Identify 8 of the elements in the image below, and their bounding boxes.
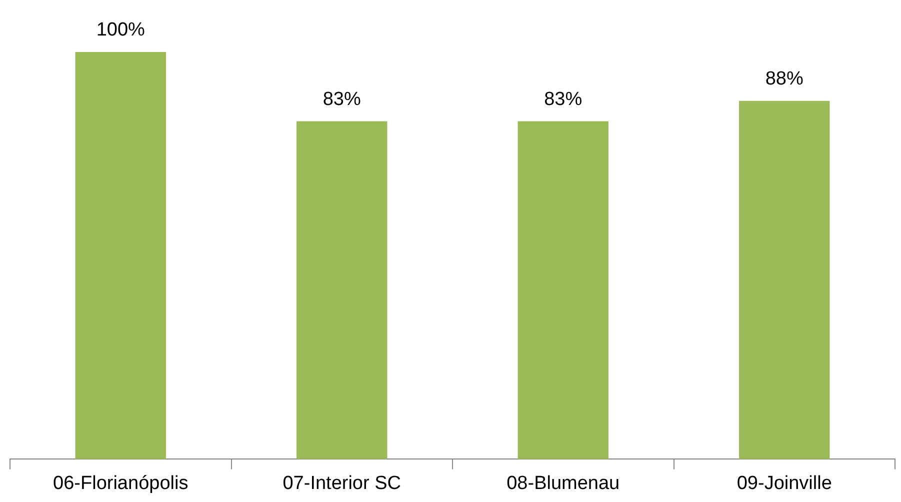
data-label: 100% — [96, 20, 146, 41]
data-label: 88% — [765, 68, 804, 90]
x-tick-label: 06-Florianópolis — [53, 472, 188, 494]
data-label: 83% — [322, 88, 361, 110]
x-tick-label: 09-Joinville — [736, 472, 832, 494]
x-tick-label: 07-Interior SC — [282, 472, 402, 494]
x-tick-label: 08-Blumenau — [506, 472, 620, 494]
data-label: 83% — [544, 88, 582, 110]
